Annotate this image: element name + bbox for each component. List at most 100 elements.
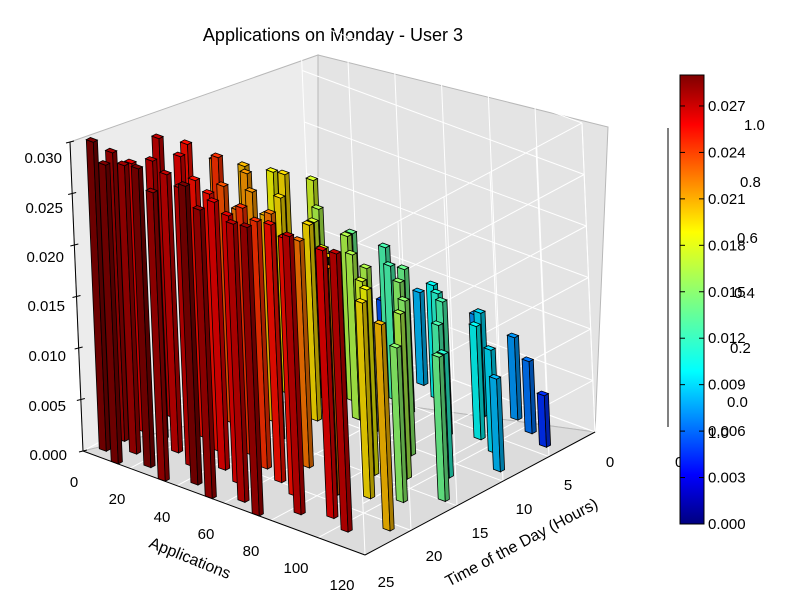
- stray-axis-edge-label: 0: [675, 454, 683, 471]
- z-tick-label: 0.000: [29, 447, 67, 464]
- bar-face: [130, 163, 144, 170]
- bar: [328, 248, 353, 533]
- bar-face: [192, 205, 206, 211]
- z-tick-mark: [78, 449, 88, 453]
- bar-face: [396, 264, 410, 271]
- bar: [239, 222, 264, 517]
- z-tick-label: 0.030: [24, 150, 62, 167]
- bar-face: [344, 249, 358, 256]
- y-tick-label: 20: [426, 548, 443, 565]
- bar: [411, 287, 429, 387]
- x-tick-label: 60: [198, 526, 215, 543]
- z-tick-label: 0.020: [26, 249, 64, 266]
- bar-face: [339, 231, 353, 238]
- stray-axis-edge-label: 1.0: [708, 425, 729, 442]
- colorbar-tick-label: 0.018: [708, 237, 746, 254]
- bar-face: [281, 231, 295, 238]
- bar: [116, 160, 142, 455]
- bar-face: [206, 197, 220, 203]
- bar-face: [521, 356, 535, 363]
- bar-face: [177, 181, 191, 187]
- grid-line: [581, 122, 596, 433]
- bar: [388, 342, 408, 504]
- y-tick-labels: 0 5 10 15 20 25: [378, 454, 615, 591]
- bar-face: [150, 133, 165, 140]
- bar: [85, 137, 111, 452]
- colorbar-gradient: [679, 74, 705, 525]
- bar-face: [488, 373, 502, 380]
- grid-line: [487, 88, 502, 398]
- bar-face: [314, 245, 328, 252]
- bar-face: [425, 280, 439, 287]
- bar-face: [172, 151, 186, 158]
- z-tick-mark: [70, 243, 79, 247]
- bar: [468, 321, 486, 441]
- z-tick-mark: [72, 295, 81, 298]
- y-tick-label: 10: [516, 501, 533, 518]
- chart-title: Applications on Monday - User 3: [203, 25, 463, 45]
- y-tick-label: 25: [378, 574, 395, 591]
- bar: [431, 352, 450, 503]
- bar: [314, 245, 339, 520]
- colorbar-tick-label: 0.027: [708, 98, 746, 115]
- bar-face: [85, 137, 99, 143]
- colorbar: 0.000 0.003 0.006 0.009 0.012 0.015 0.018 0.021…: [679, 74, 746, 533]
- z-tick-label: 0.005: [28, 398, 66, 415]
- bar-face: [397, 296, 411, 302]
- bar: [192, 205, 217, 500]
- stray-axis: 0.0 0.2 0.4 0.6 0.8 1.0 0 1.0: [667, 117, 765, 471]
- bar-face: [210, 152, 224, 159]
- bar: [291, 236, 314, 469]
- stray-axis-tick: 0.6: [737, 230, 758, 247]
- x-axis-line: [82, 450, 366, 556]
- bar-face: [468, 321, 482, 328]
- bar: [158, 169, 184, 454]
- x-axis-label: Applications: [147, 535, 233, 583]
- colorbar-tick-label: 0.003: [708, 470, 746, 487]
- bar: [521, 356, 537, 435]
- bar-face: [306, 217, 320, 224]
- colorbar-tick-label: 0.024: [708, 144, 746, 161]
- bar-face: [358, 263, 372, 270]
- bar-face: [310, 204, 324, 210]
- z-tick-mark: [74, 346, 83, 350]
- bar-face: [354, 276, 368, 283]
- colorbar-tick-label: 0.000: [708, 516, 746, 533]
- bar: [506, 332, 523, 421]
- colorbar-tick-label: 0.021: [708, 191, 746, 208]
- bar-face: [225, 219, 239, 225]
- bar: [145, 187, 170, 482]
- y-tick-label: 15: [472, 525, 489, 542]
- bar-face: [201, 189, 215, 195]
- colorbar-tick-label: 0.006: [708, 423, 746, 440]
- bar-face: [265, 167, 279, 173]
- y-tick-label: 0: [606, 454, 614, 471]
- y-axis-line: [364, 431, 596, 556]
- bar-face: [506, 332, 520, 339]
- z-tick-label: 0.010: [28, 348, 66, 365]
- bar: [281, 231, 306, 516]
- bar-face: [436, 349, 450, 355]
- bar-face: [187, 175, 201, 182]
- z-tick-labels: 0.000 0.005 0.010 0.015 0.020 0.025 0.03…: [24, 150, 67, 464]
- bar-face: [116, 160, 130, 167]
- bar-face: [377, 242, 391, 249]
- bar-face: [244, 187, 258, 193]
- bar-face: [215, 181, 229, 188]
- bar-face: [239, 222, 253, 229]
- stray-axis-tick: 0.8: [740, 174, 761, 191]
- bar-face: [123, 158, 137, 165]
- y-tick-label: 5: [564, 477, 572, 494]
- bar: [130, 163, 156, 469]
- bar-face: [536, 390, 550, 397]
- bar-face: [144, 156, 158, 162]
- bar-face: [276, 169, 290, 176]
- bar: [354, 297, 376, 500]
- grid-line: [317, 414, 549, 539]
- bar-face: [430, 288, 444, 295]
- z-tick-mark: [65, 140, 75, 144]
- bar: [225, 219, 250, 504]
- grid-line: [443, 196, 458, 506]
- z-tick-mark: [76, 398, 85, 401]
- bar-face: [158, 169, 172, 176]
